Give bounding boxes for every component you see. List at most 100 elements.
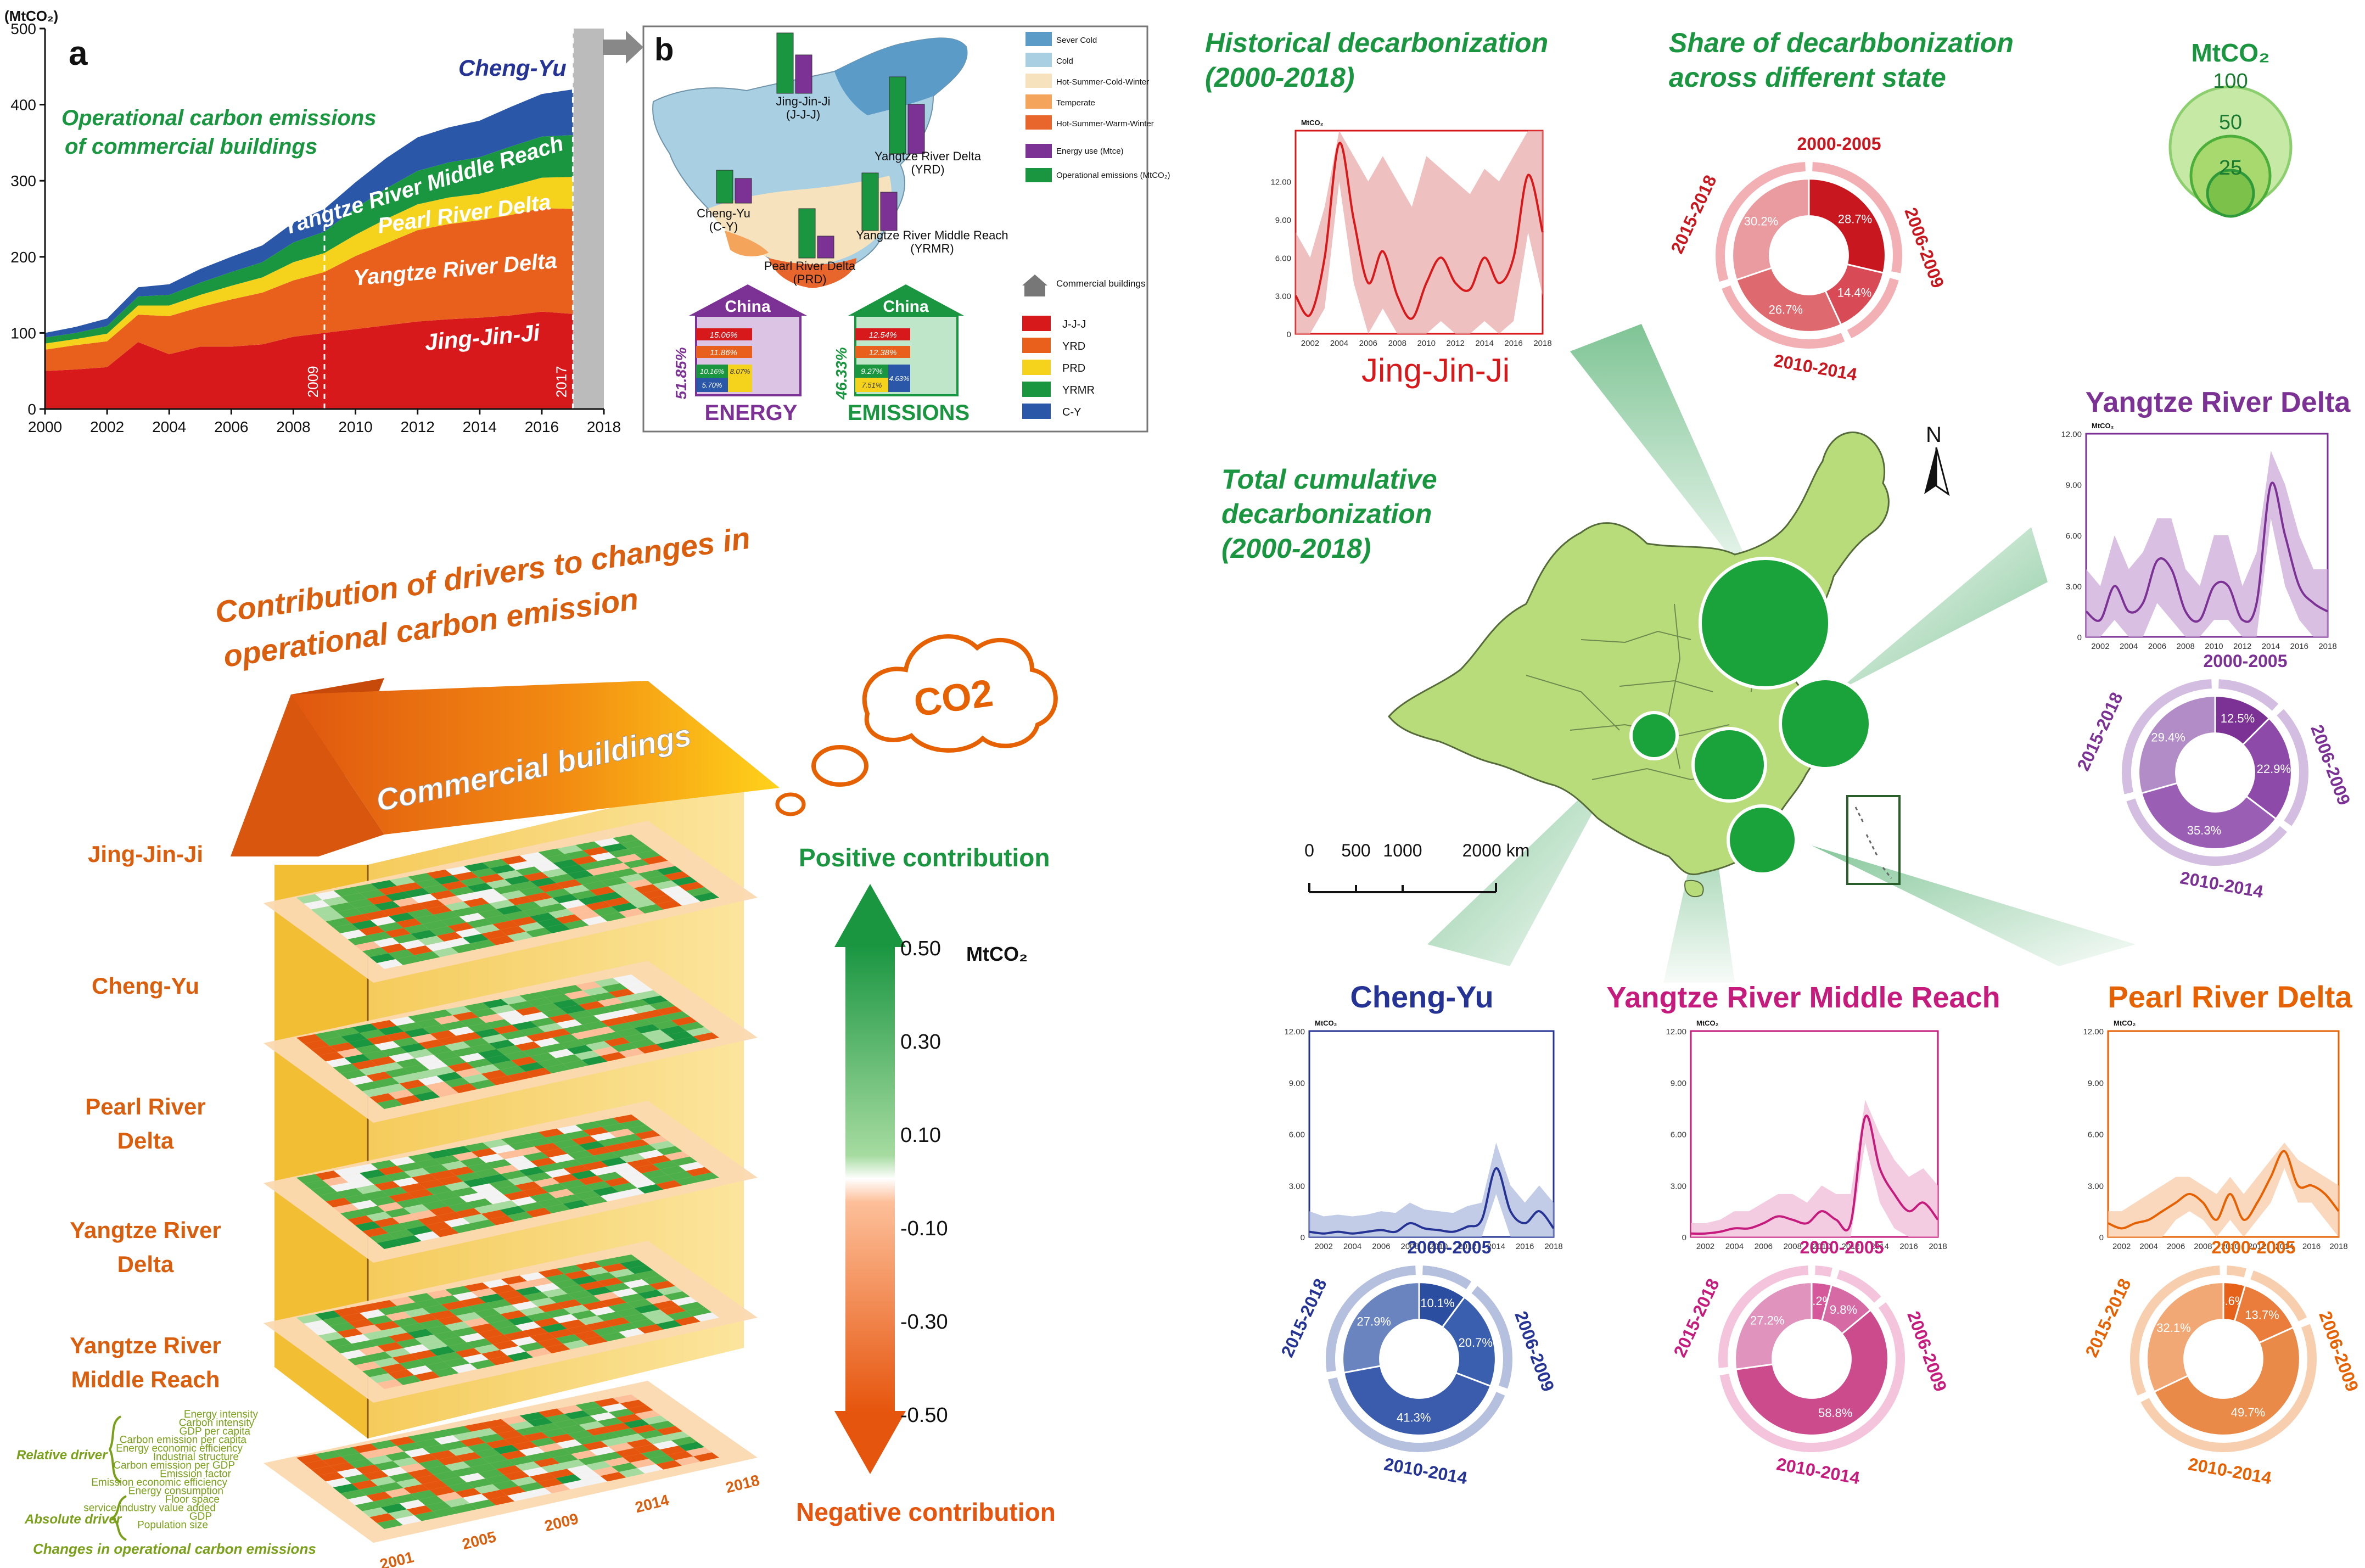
heatmap-cell [315, 1171, 341, 1180]
heatmap-cell [470, 903, 497, 913]
heatmap-cell [463, 1318, 490, 1328]
driver-label: Carbon emission per GDP [113, 1460, 235, 1471]
heatmap-cell [615, 1028, 642, 1038]
house-energy-v5: 5.70% [702, 381, 722, 389]
heatmap-cell [478, 1293, 505, 1303]
heatmap-cell [396, 1338, 422, 1348]
floor-labels: Jing-Jin-Ji Cheng-Yu Pearl River Delta Yangt… [70, 841, 221, 1392]
heatmap-cell [425, 942, 452, 951]
heatmap-cell [429, 1066, 456, 1076]
heatmap-cell [393, 897, 419, 907]
heatmap-cell [474, 888, 501, 898]
heatmap-cell [399, 1359, 425, 1370]
heatmap-cell [541, 1043, 567, 1053]
heatmap-cell [459, 1192, 485, 1202]
heatmap-cell [388, 1369, 414, 1380]
heatmap-cell [344, 1334, 371, 1344]
heatmap-cell [518, 1482, 545, 1492]
heatmap-cell [522, 1047, 548, 1057]
legend-climate-swatch [1025, 32, 1052, 46]
heatmap-cell [525, 1067, 552, 1078]
heatmap-cell [657, 1146, 683, 1155]
heatmap-cell [501, 1415, 527, 1425]
heatmap-cell [590, 852, 617, 861]
heatmap-cell [635, 1270, 661, 1279]
heatmap-cell [496, 905, 523, 915]
heatmap-cell [374, 1461, 400, 1471]
heatmap-cell [337, 1468, 363, 1478]
heatmap-cell [425, 1222, 452, 1231]
heatmap-cell [481, 1174, 508, 1184]
heatmap-cell [358, 1486, 385, 1496]
heatmap-cell [538, 848, 564, 858]
heatmap-cell [490, 1424, 516, 1434]
heatmap-cell [418, 1076, 444, 1086]
area-cheng-yu [45, 89, 573, 338]
energy-bar [795, 54, 812, 94]
panel-b-label-cy-1: Cheng-Yu [697, 206, 750, 220]
heatmap-cell [403, 924, 430, 934]
heatmap-cell [467, 1059, 493, 1068]
legend-region-swatch [1022, 316, 1051, 331]
heatmap-cell [318, 911, 345, 922]
heatmap-cell [382, 906, 408, 916]
heatmap-cell [648, 1315, 675, 1324]
donut-period-label: 2015-2018 [1277, 1275, 1330, 1360]
heatmap-cell [608, 848, 635, 858]
heatmap-cell [369, 1093, 396, 1104]
heatmap-cell [641, 1309, 668, 1319]
heatmap-cell [374, 1181, 400, 1191]
heatmap-cell [627, 1125, 653, 1134]
heatmap-cell [341, 1033, 367, 1043]
heatmap-cell [456, 1452, 482, 1462]
heatmap-cell [503, 911, 530, 921]
heatmap-cell [444, 1217, 470, 1228]
heatmap-cell [407, 1189, 434, 1199]
panel-b-label-yrd-1: Yangtze River Delta [875, 149, 982, 163]
donut-slice [2140, 782, 2277, 850]
heatmap-cell [575, 1121, 602, 1130]
heatmap-cell [626, 1438, 653, 1448]
heatmap-cell [515, 1286, 542, 1296]
legend-climate-label: Hot-Summer-Cold-Winter [1056, 77, 1149, 87]
heatmap-cell [318, 1191, 345, 1202]
heatmap-cell [452, 1151, 479, 1161]
heatmap-cell [507, 1211, 534, 1222]
emission-bar [776, 32, 794, 94]
heatmap-cell [403, 1064, 430, 1074]
heatmap-cell [515, 1321, 541, 1331]
heatmap-cell [355, 1464, 382, 1474]
heatmap-cell [474, 1204, 500, 1214]
heatmap-cell [530, 1017, 557, 1027]
emission-bar [716, 170, 733, 204]
mini-y-tick-label: 12.00 [2083, 1027, 2104, 1037]
heatmap-cell [304, 1180, 330, 1190]
heatmap-cell [407, 1505, 433, 1515]
heatmap-cell [489, 1459, 515, 1469]
heatmap-cell [486, 1439, 512, 1449]
heatmap-cell [418, 1356, 444, 1366]
heatmap-cell [519, 1132, 546, 1141]
heatmap-cell [559, 1319, 586, 1329]
heatmap-cell [523, 1152, 549, 1161]
mini-x-tick-label: 2012 [1841, 1242, 1859, 1251]
heatmap-cell [414, 1054, 441, 1065]
heatmap-cell [615, 888, 642, 898]
heatmap-cell [518, 922, 545, 932]
heatmap-cell [377, 959, 403, 969]
heatmap-cell [564, 1130, 590, 1140]
total-title-2: decarbonization [1221, 499, 1432, 529]
mini-y-tick-label: 3.00 [1275, 292, 1291, 301]
heatmap-cell [329, 1182, 356, 1192]
heatmap-cell [400, 1463, 427, 1473]
heatmap-cell [425, 1362, 452, 1371]
donut-outer-ring [2218, 679, 2279, 711]
heatmap-cell [351, 1200, 378, 1210]
heatmap-cell [593, 1326, 619, 1336]
heatmap-cell [604, 863, 631, 872]
donut-slice-label: 26.7% [1769, 303, 1803, 316]
heatmap-cell [430, 1030, 456, 1040]
heatmap-cell [544, 1063, 570, 1073]
heatmap-cell [552, 1314, 579, 1324]
heatmap-cell [645, 875, 671, 884]
